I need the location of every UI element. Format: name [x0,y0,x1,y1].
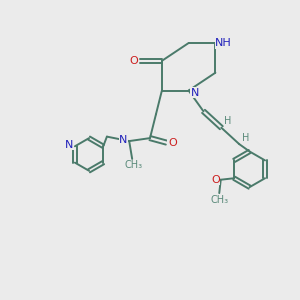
Text: NH: NH [215,38,232,48]
Text: CH₃: CH₃ [210,195,228,205]
Text: N: N [191,88,200,98]
Text: H: H [224,116,232,126]
Text: CH₃: CH₃ [124,160,143,170]
Text: O: O [211,175,220,185]
Text: N: N [119,135,128,145]
Text: O: O [129,56,138,66]
Text: N: N [65,140,73,150]
Text: O: O [168,138,177,148]
Text: H: H [242,133,249,142]
